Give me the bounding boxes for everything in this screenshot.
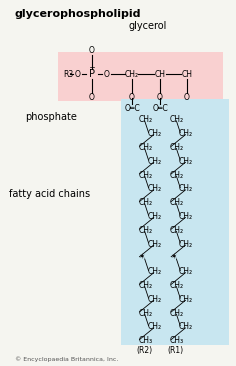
Text: CH₂: CH₂ — [148, 129, 161, 138]
Text: CH₂: CH₂ — [170, 309, 184, 318]
Text: CH₃: CH₃ — [170, 336, 184, 345]
Text: O: O — [129, 93, 135, 102]
Text: CH₂: CH₂ — [170, 143, 184, 152]
Text: CH₂: CH₂ — [179, 267, 193, 276]
Text: O: O — [74, 70, 80, 79]
Text: P: P — [89, 69, 95, 79]
Text: CH₂: CH₂ — [138, 309, 152, 318]
Text: CH₂: CH₂ — [138, 171, 152, 179]
Text: ✶: ✶ — [138, 253, 145, 262]
Text: glycerophospholipid: glycerophospholipid — [15, 10, 141, 19]
Text: (R2): (R2) — [136, 346, 152, 355]
Text: CH₂: CH₂ — [138, 226, 152, 235]
Text: O═C: O═C — [153, 104, 169, 113]
FancyBboxPatch shape — [58, 52, 223, 101]
Text: CH₂: CH₂ — [148, 295, 161, 304]
Text: CH₂: CH₂ — [148, 239, 161, 249]
Text: R3: R3 — [64, 70, 74, 79]
Text: CH₂: CH₂ — [148, 322, 161, 331]
Text: fatty acid chains: fatty acid chains — [9, 189, 91, 199]
Text: glycerol: glycerol — [128, 21, 167, 31]
FancyBboxPatch shape — [121, 100, 229, 345]
Text: CH₂: CH₂ — [179, 129, 193, 138]
Text: O: O — [89, 93, 95, 102]
Text: CH₂: CH₂ — [170, 226, 184, 235]
Text: CH₂: CH₂ — [179, 184, 193, 193]
Text: CH₂: CH₂ — [138, 115, 152, 124]
Text: (R1): (R1) — [168, 346, 184, 355]
Text: ✶: ✶ — [170, 253, 177, 262]
Text: CH₂: CH₂ — [148, 184, 161, 193]
Text: CH₂: CH₂ — [148, 267, 161, 276]
Text: CH₂: CH₂ — [170, 171, 184, 179]
Text: CH₂: CH₂ — [148, 212, 161, 221]
Text: O: O — [89, 46, 95, 55]
Text: CH₂: CH₂ — [179, 157, 193, 166]
Text: O: O — [104, 70, 110, 79]
Text: CH₂: CH₂ — [179, 295, 193, 304]
Text: CH: CH — [154, 70, 165, 79]
Text: © Encyclopaedia Britannica, Inc.: © Encyclopaedia Britannica, Inc. — [15, 356, 118, 362]
Text: phosphate: phosphate — [25, 112, 77, 122]
Text: CH₂: CH₂ — [138, 198, 152, 207]
Text: O: O — [157, 93, 163, 102]
Text: CH₂: CH₂ — [170, 115, 184, 124]
Text: CH₂: CH₂ — [170, 281, 184, 290]
Text: CH₃: CH₃ — [138, 336, 152, 345]
Text: CH₂: CH₂ — [138, 143, 152, 152]
Text: CH₂: CH₂ — [125, 70, 139, 79]
Text: CH₂: CH₂ — [179, 322, 193, 331]
Text: CH₂: CH₂ — [148, 157, 161, 166]
Text: CH₂: CH₂ — [138, 281, 152, 290]
Text: CH₂: CH₂ — [170, 198, 184, 207]
Text: CH: CH — [181, 70, 193, 79]
Text: O: O — [184, 93, 190, 102]
Text: O═C: O═C — [125, 104, 141, 113]
Text: CH₂: CH₂ — [179, 239, 193, 249]
Text: CH₂: CH₂ — [179, 212, 193, 221]
